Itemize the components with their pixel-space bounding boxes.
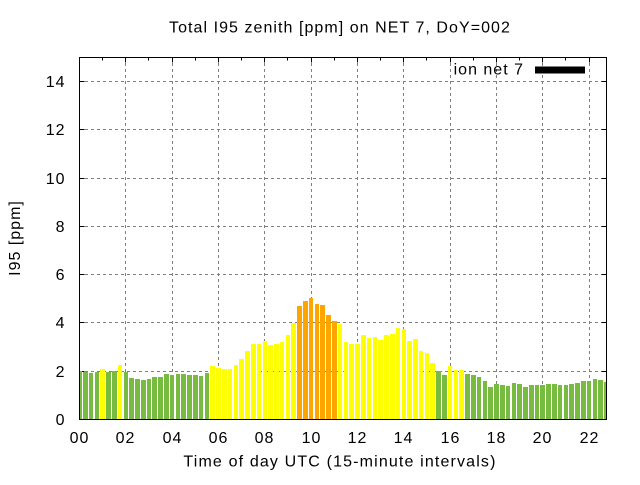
svg-text:20: 20 [533, 430, 553, 447]
svg-text:2: 2 [56, 364, 66, 381]
svg-text:08: 08 [255, 430, 275, 447]
svg-text:22: 22 [580, 430, 600, 447]
svg-text:Total I95 zenith [ppm] on NET: Total I95 zenith [ppm] on NET 7, DoY=002 [169, 20, 511, 37]
svg-text:12: 12 [348, 430, 368, 447]
svg-text:I95 [ppm]: I95 [ppm] [7, 200, 24, 276]
svg-text:02: 02 [116, 430, 136, 447]
svg-text:04: 04 [163, 430, 183, 447]
svg-text:8: 8 [56, 219, 66, 236]
svg-text:16: 16 [441, 430, 461, 447]
svg-text:18: 18 [487, 430, 507, 447]
svg-text:14: 14 [394, 430, 414, 447]
svg-text:06: 06 [209, 430, 229, 447]
svg-text:0: 0 [56, 412, 66, 429]
svg-text:10: 10 [46, 171, 66, 188]
svg-text:14: 14 [46, 74, 66, 91]
svg-text:00: 00 [70, 430, 90, 447]
svg-text:6: 6 [56, 267, 66, 284]
svg-text:ion net 7: ion net 7 [454, 62, 524, 79]
svg-text:12: 12 [46, 122, 66, 139]
svg-text:10: 10 [302, 430, 322, 447]
svg-text:4: 4 [56, 315, 66, 332]
svg-text:Time of day UTC (15-minute int: Time of day UTC (15-minute intervals) [183, 454, 496, 471]
